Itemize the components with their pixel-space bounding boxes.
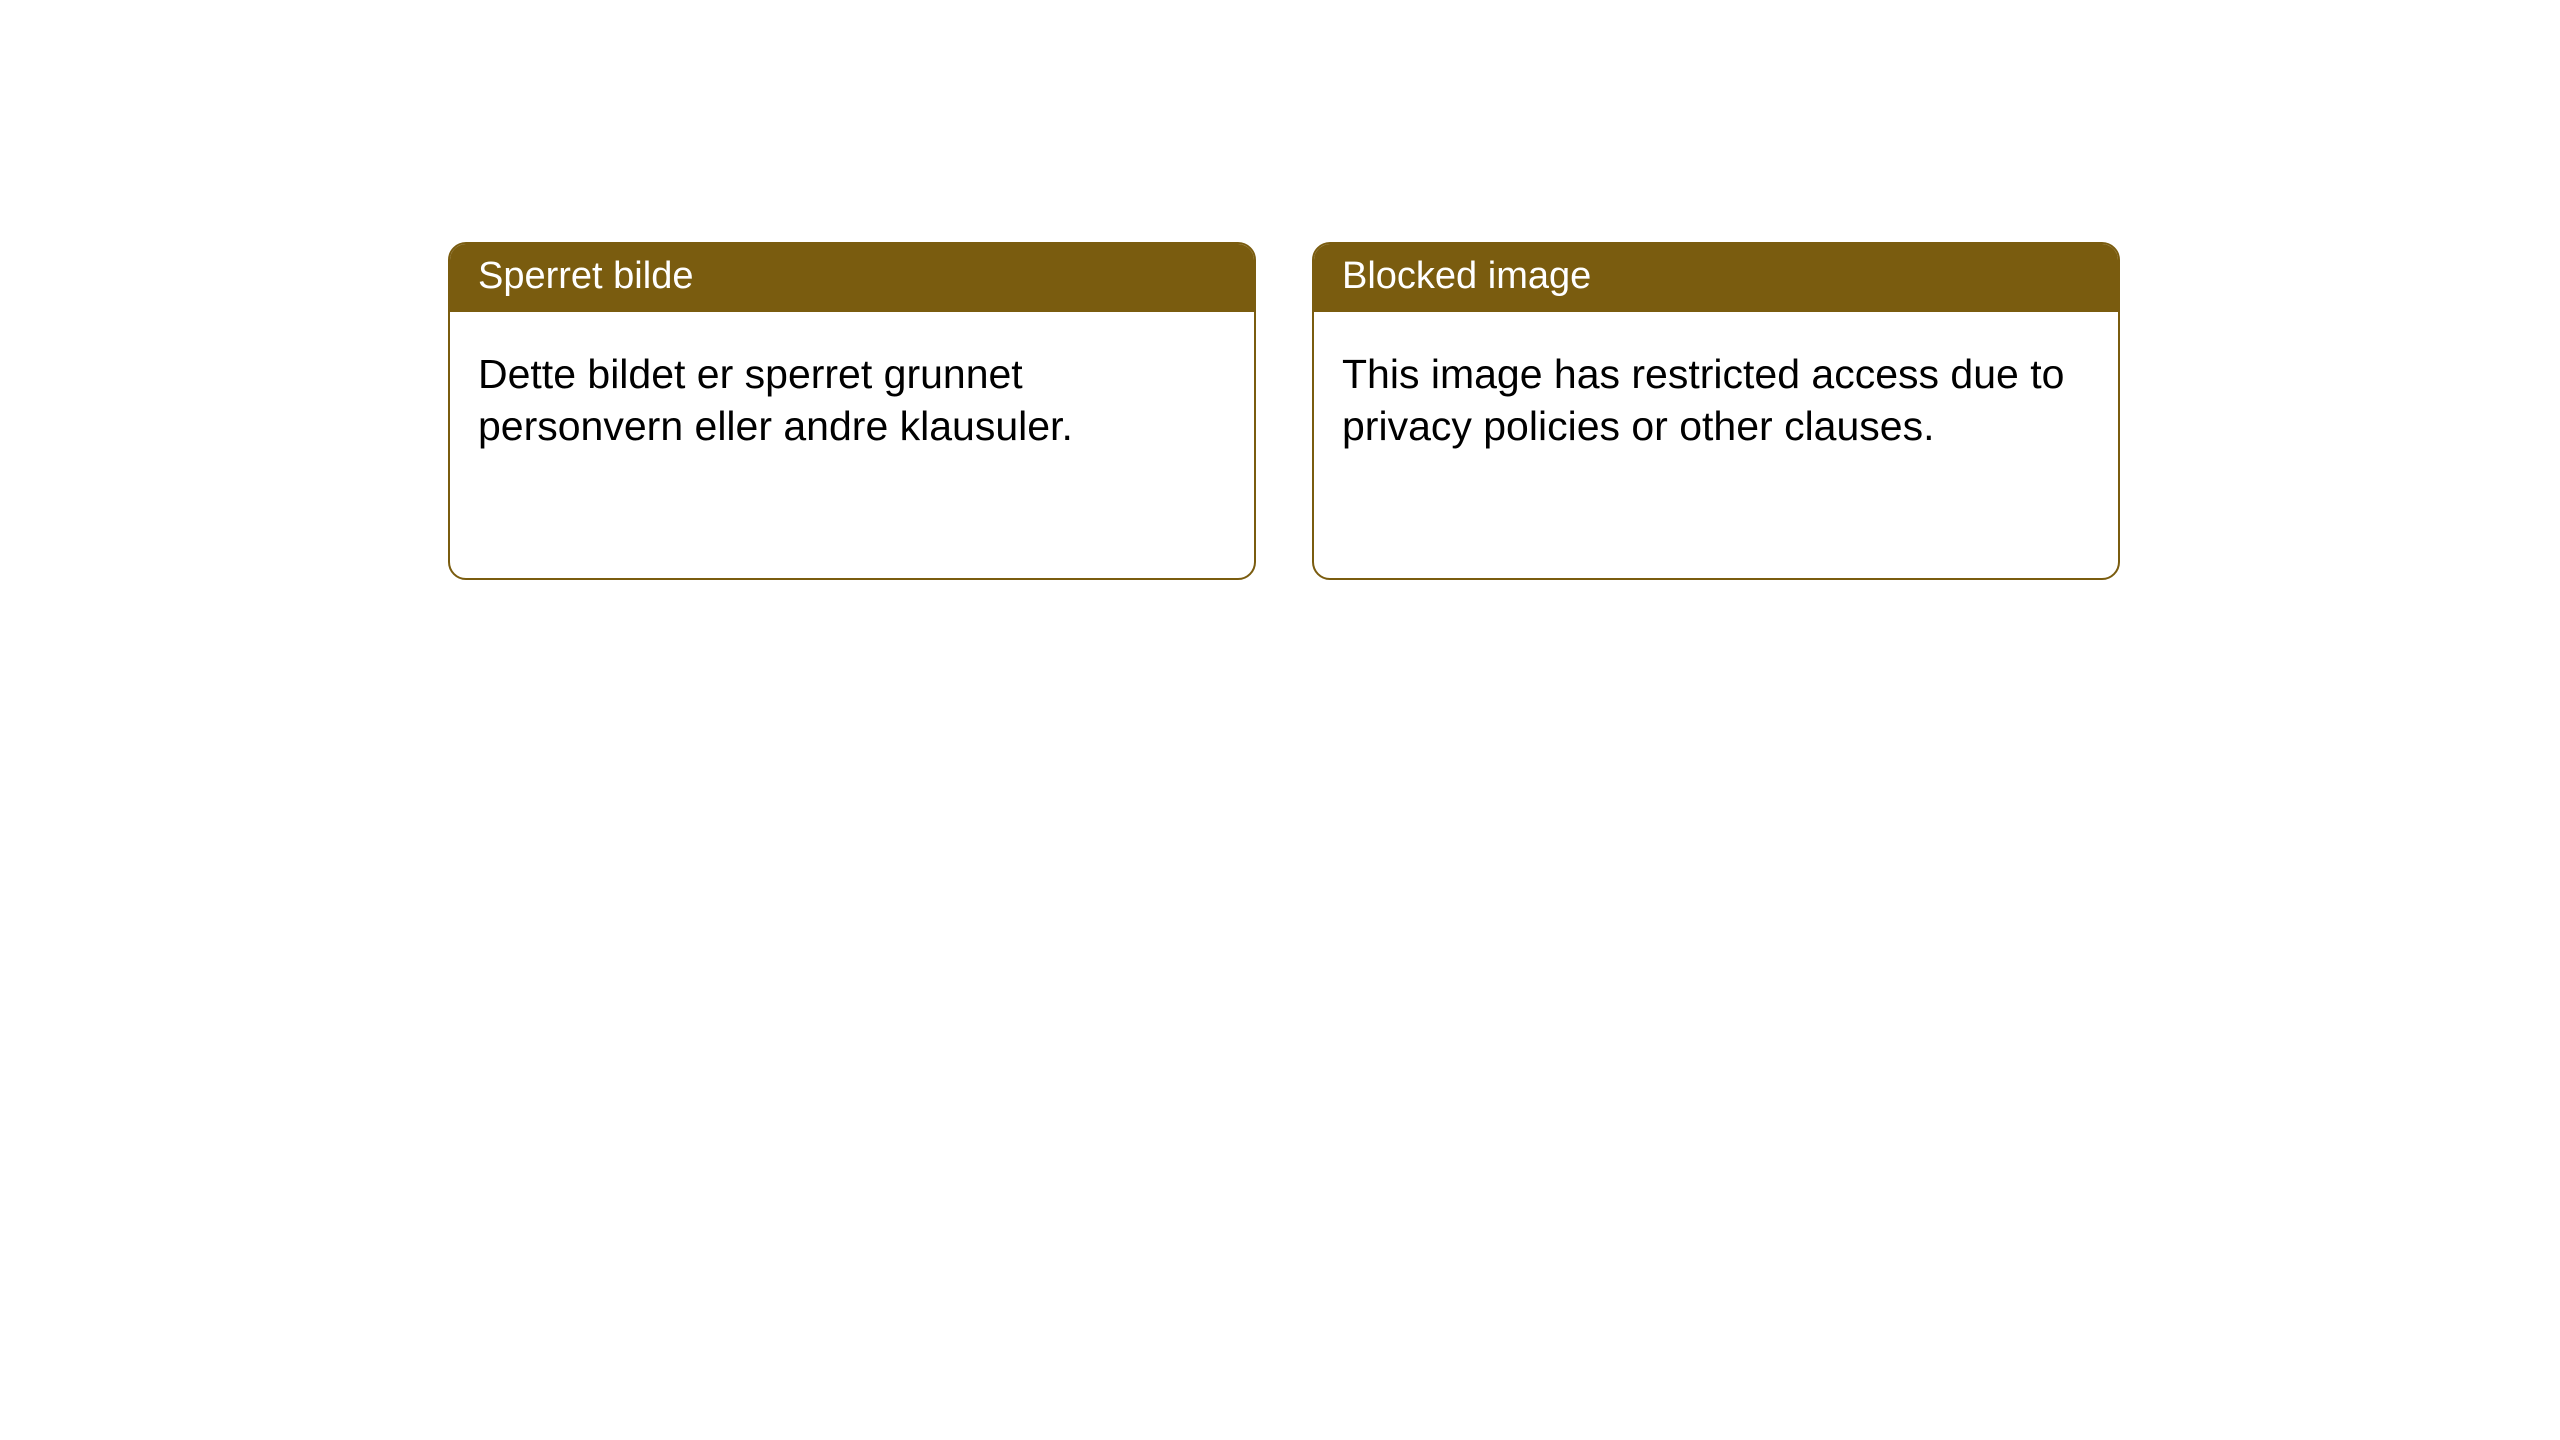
notice-body: This image has restricted access due to … (1314, 312, 2118, 481)
notice-body-text: Dette bildet er sperret grunnet personve… (478, 351, 1073, 449)
notice-body-text: This image has restricted access due to … (1342, 351, 2064, 449)
notice-header: Blocked image (1314, 244, 2118, 312)
notice-body: Dette bildet er sperret grunnet personve… (450, 312, 1254, 481)
notice-card-english: Blocked image This image has restricted … (1312, 242, 2120, 580)
notice-card-norwegian: Sperret bilde Dette bildet er sperret gr… (448, 242, 1256, 580)
notice-title: Blocked image (1342, 255, 1591, 297)
notice-title: Sperret bilde (478, 255, 693, 297)
notice-header: Sperret bilde (450, 244, 1254, 312)
notice-container: Sperret bilde Dette bildet er sperret gr… (0, 0, 2560, 580)
